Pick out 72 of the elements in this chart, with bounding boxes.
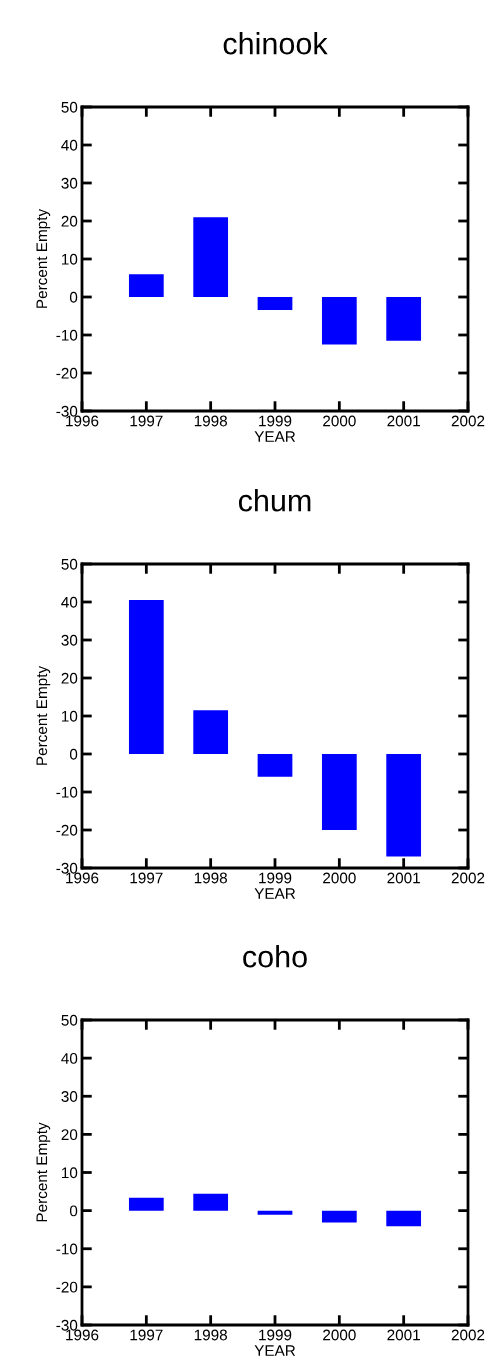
x-tick-label: 1997 bbox=[130, 872, 163, 884]
x-tick-label: 1999 bbox=[259, 872, 292, 884]
bar bbox=[257, 1210, 293, 1215]
y-tick-label: -20 bbox=[56, 824, 78, 836]
y-tick-label: 50 bbox=[61, 1014, 78, 1026]
y-tick-label: 20 bbox=[61, 672, 78, 684]
y-tick-label: -30 bbox=[56, 405, 78, 417]
y-tick-label: 50 bbox=[61, 558, 78, 570]
y-tick-label: -10 bbox=[56, 786, 78, 798]
y-tick-label: 10 bbox=[62, 253, 78, 265]
bar bbox=[128, 274, 164, 297]
x-tick-label: 1997 bbox=[130, 415, 163, 427]
x-tick-label: 2002 bbox=[451, 872, 485, 884]
y-tick-label: -20 bbox=[56, 1281, 78, 1293]
x-tick-label: 1998 bbox=[194, 872, 227, 884]
y-tick-label: 0 bbox=[69, 1205, 78, 1217]
bar bbox=[386, 297, 422, 341]
y-tick-label: 30 bbox=[61, 1091, 78, 1102]
y-tick-label: -30 bbox=[56, 862, 78, 874]
x-tick-label: 2001 bbox=[387, 1329, 420, 1341]
y-axis-title: Percent Empty bbox=[36, 665, 51, 765]
x-tick-label: 2000 bbox=[323, 872, 356, 884]
x-axis-title: YEAR bbox=[254, 888, 296, 899]
x-axis-title: YEAR bbox=[254, 1345, 296, 1356]
y-tick-label: 0 bbox=[69, 748, 78, 760]
y-tick-label: 10 bbox=[62, 710, 78, 722]
y-tick-label: 20 bbox=[61, 215, 78, 227]
x-tick-label: 1998 bbox=[194, 1329, 227, 1341]
y-tick-label: 0 bbox=[69, 291, 78, 303]
bar bbox=[193, 710, 229, 754]
x-tick-label: 2000 bbox=[323, 1329, 356, 1341]
chart-title: chum bbox=[238, 489, 311, 512]
y-axis-title: Percent Empty bbox=[36, 1122, 51, 1222]
y-tick-label: 40 bbox=[61, 596, 78, 608]
y-tick-label: -10 bbox=[56, 1243, 78, 1255]
x-tick-label: 2002 bbox=[451, 415, 485, 427]
bar bbox=[386, 1210, 422, 1227]
x-tick-label: 1999 bbox=[259, 1329, 292, 1341]
y-tick-label: 30 bbox=[61, 634, 78, 646]
x-tick-label: 1999 bbox=[259, 415, 292, 427]
y-tick-label: 20 bbox=[61, 1129, 78, 1141]
bar bbox=[128, 600, 164, 754]
x-tick-label: 2001 bbox=[387, 872, 420, 884]
chart-title: chinook bbox=[223, 32, 328, 55]
x-tick-label: 2001 bbox=[387, 415, 420, 427]
x-tick-label: 2000 bbox=[323, 415, 356, 427]
bar bbox=[257, 297, 293, 310]
bar bbox=[257, 754, 293, 777]
bar bbox=[193, 217, 229, 297]
bar bbox=[386, 754, 422, 857]
bar bbox=[321, 1210, 357, 1223]
y-tick-label: -30 bbox=[56, 1319, 78, 1331]
y-tick-label: 30 bbox=[61, 177, 78, 189]
x-tick-label: 1996 bbox=[66, 872, 99, 884]
x-tick-label: 2002 bbox=[451, 1329, 485, 1341]
y-tick-label: -20 bbox=[56, 367, 78, 379]
y-tick-label: -10 bbox=[56, 329, 78, 341]
bar bbox=[128, 1197, 164, 1211]
x-tick-label: 1996 bbox=[66, 1329, 99, 1341]
x-tick-label: 1998 bbox=[194, 415, 227, 427]
x-tick-label: 1997 bbox=[130, 1329, 163, 1341]
y-tick-label: 40 bbox=[61, 139, 78, 151]
bar bbox=[321, 754, 357, 830]
bar bbox=[193, 1193, 229, 1211]
y-tick-label: 10 bbox=[62, 1167, 78, 1179]
bar bbox=[321, 297, 357, 345]
x-axis-title: YEAR bbox=[254, 431, 296, 442]
x-tick-label: 1996 bbox=[66, 415, 99, 427]
chart-title: coho bbox=[243, 945, 307, 968]
y-tick-label: 50 bbox=[61, 101, 78, 113]
y-axis-title: Percent Empty bbox=[36, 208, 51, 308]
y-tick-label: 40 bbox=[61, 1052, 78, 1064]
